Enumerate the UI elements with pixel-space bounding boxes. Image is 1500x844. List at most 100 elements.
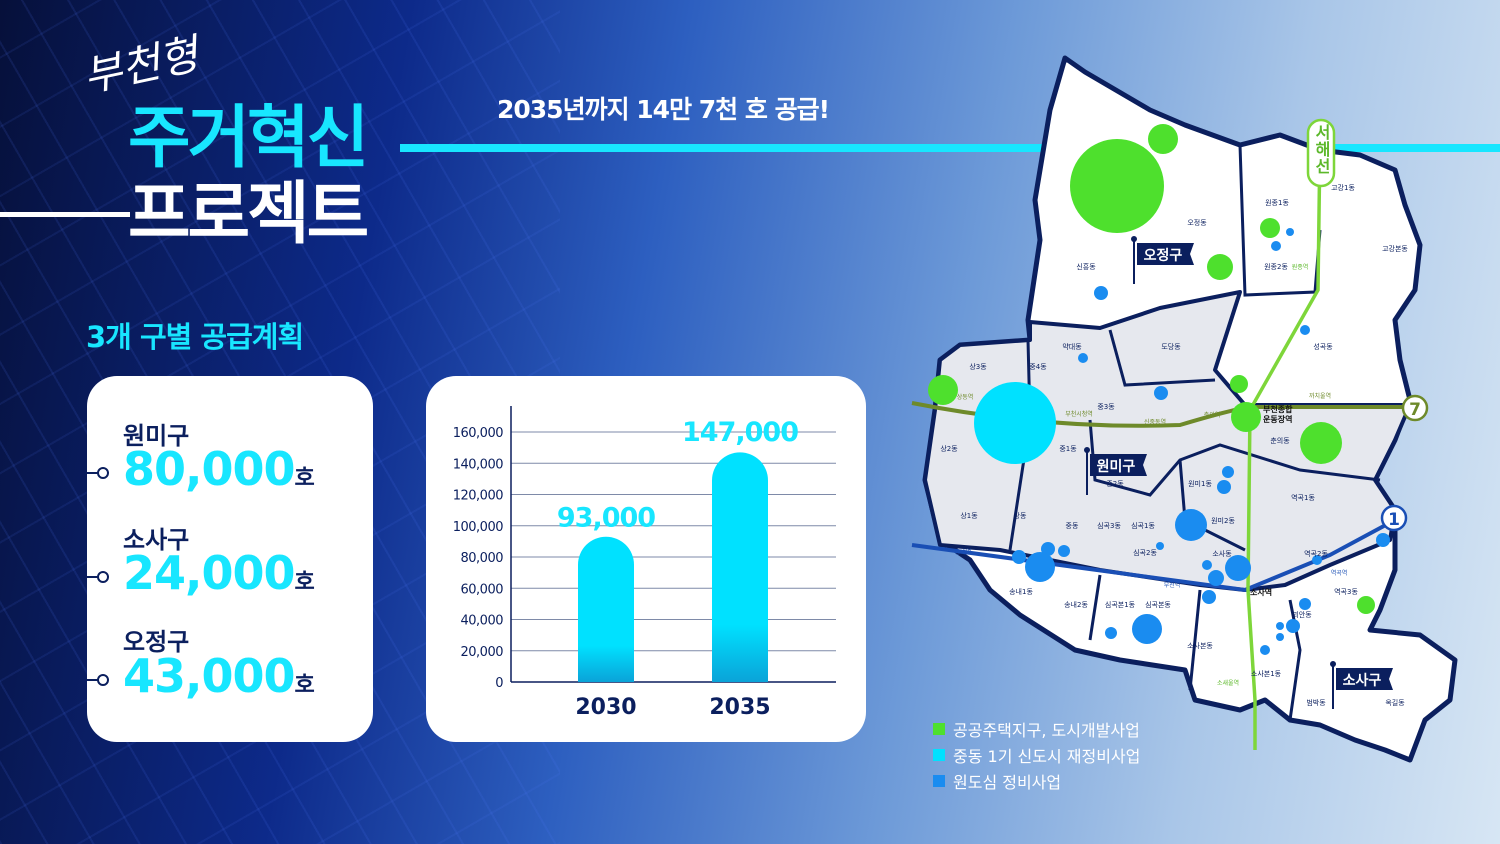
dong-label: 심곡2동 [1133,548,1157,557]
dong-label: 고강1동 [1331,183,1355,192]
x-tick-label: 2030 [575,695,636,720]
district-label: 오정구 [1144,247,1183,264]
flag-pole-top [1084,447,1090,453]
dong-label: 중1동 [1059,445,1077,453]
old-town-site [1222,466,1234,478]
station-label: 부천시청역 [1065,410,1093,418]
station-label: 부천종합 [1263,404,1293,414]
dong-label: 중4동 [1029,363,1047,371]
dong-label: 원종2동 [1264,262,1288,271]
public-housing-site [1207,254,1233,280]
bar-chart: 0 20,000 40,000 60,000 80,000 100,000 120,000 1… [453,406,836,720]
old-town-site [1286,228,1294,236]
station-label: 소사역 [1250,587,1272,597]
legend-label: 원도심 정비사업 [953,773,1062,792]
line1-track [911,518,1396,593]
y-tick-label: 160,000 [453,426,503,441]
seohae-track [1246,139,1322,750]
legend-item-old-town: 원도심 정비사업 [933,769,1061,793]
dong-label: 상1동 [960,511,978,520]
old-town-site [1271,241,1281,251]
dong-label: 약대동 [1062,342,1082,351]
dong-label: 중동 [1066,522,1079,530]
district-value: 43,000호 [123,649,315,703]
seohae-line-label: 서해선 [1312,124,1331,175]
dong-label: 심곡3동 [1097,521,1121,530]
dong-label: 성곡동 [1313,342,1333,351]
dong-label: 심곡본동 [1145,600,1171,609]
legend-item-new-town: 중동 1기 신도시 재정비사업 [933,743,1140,767]
marker-line [87,472,99,474]
district-name: 원미구 [123,422,190,450]
station-label: 송내역 [955,548,972,556]
public-housing-site [1230,375,1248,393]
old-town-site [1276,633,1284,641]
legend-label: 중동 1기 신도시 재정비사업 [953,747,1141,766]
data-label: 93,000 [557,503,655,534]
station-label: 춘의역 [1204,411,1221,419]
district-flag [1137,243,1194,265]
flag-pole-top [1131,236,1137,242]
public-housing-site [1300,422,1342,464]
dong-label: 중2동 [1106,480,1124,488]
dong-label: 심곡본1동 [1105,600,1136,609]
old-town-site [1225,555,1251,581]
dong-label: 송내1동 [1009,587,1033,596]
dong-label: 도당동 [1161,342,1181,351]
value-number: 80,000 [123,442,296,496]
station-label: 역곡역 [1331,569,1348,577]
public-housing-site [1260,218,1280,238]
old-town-site [1286,619,1300,633]
accent-line-white [0,212,130,217]
district-flag [1090,454,1147,476]
unit: 호 [294,673,315,698]
bar-2030 [578,536,634,682]
title-line2: 프로젝트 [128,175,369,254]
dong-label: 옥길동 [1385,699,1405,707]
dong-label: 범박동 [1306,698,1326,707]
old-town-site [1300,325,1310,335]
station-label: 까치울역 [1309,392,1331,400]
dong-label: 소사본동 [1187,641,1213,650]
legend-swatch [933,749,945,761]
dong-label: 송내2동 [1064,600,1088,609]
marker-line [87,679,99,681]
unit: 호 [294,570,315,595]
chart-card: 0 20,000 40,000 60,000 80,000 100,000 120,000 1… [426,376,866,742]
legend-label: 공공주택지구, 도시개발사업 [953,721,1140,740]
dong-label: 소사동 [1212,549,1232,558]
public-housing-site [1070,139,1164,233]
y-tick-label: 140,000 [453,457,503,472]
old-town-site [1012,550,1026,564]
dong-label: 심곡1동 [1131,521,1155,530]
old-town-site [1025,552,1055,582]
district-name: 소사구 [123,526,190,554]
station-label: 부천역 [1164,581,1181,589]
old-town-site [1299,598,1311,610]
public-housing-site [928,375,958,405]
district-label: 소사구 [1343,673,1382,689]
dong-label: 소사본1동 [1251,669,1282,678]
old-town-site [1094,286,1108,300]
y-tick-label: 0 [495,676,503,691]
unit: 호 [294,466,315,491]
accent-line [400,144,1500,152]
line-badge-seohae [1306,118,1336,188]
legend-swatch [933,723,945,735]
old-town-site [1132,614,1162,644]
dong-label: 상동 [1014,511,1027,520]
old-town-site [1260,645,1270,655]
old-town-site [1276,622,1284,630]
old-town-site [1156,542,1164,550]
line7-badge: 7 [1401,394,1429,422]
public-housing-site [1357,596,1375,614]
dong-label: 역곡2동 [1304,549,1328,558]
line1-badge: 1 [1380,504,1408,532]
dong-label: 원미2동 [1211,516,1235,525]
dong-label: 원미1동 [1188,479,1212,488]
y-tick-label: 20,000 [461,645,504,660]
station-label: 원종역 [1292,263,1309,271]
old-town-site [1202,560,1212,570]
district-flag [1336,668,1393,690]
y-tick-label: 60,000 [461,582,504,597]
